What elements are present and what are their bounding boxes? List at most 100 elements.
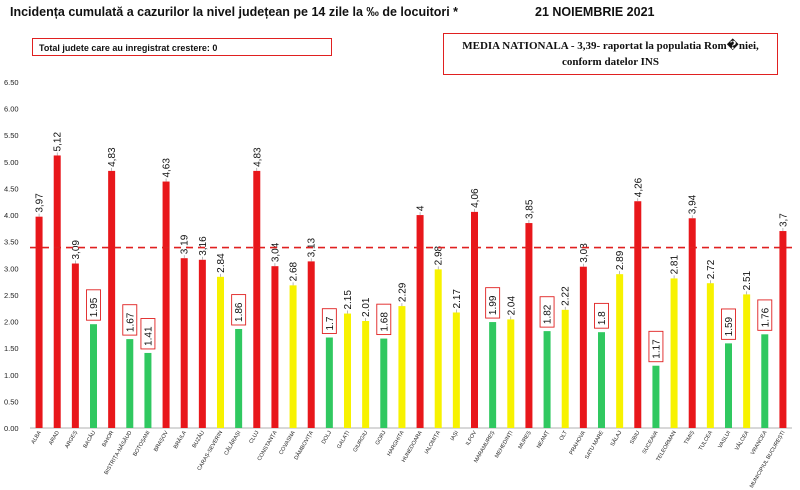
value-label: 3,03 xyxy=(579,243,590,263)
category-label: MEHEDINȚI xyxy=(494,430,515,460)
y-tick-label: 5.00 xyxy=(4,158,19,167)
y-tick-label: 1.50 xyxy=(4,344,19,353)
bar-botoșani xyxy=(144,352,152,428)
category-label: VRANCEA xyxy=(750,430,769,456)
bar-maramureș xyxy=(489,322,497,428)
value-label: 4 xyxy=(416,205,427,211)
value-label: 2.68 xyxy=(289,261,300,281)
bar-ialomița xyxy=(434,269,442,428)
bar-buzău xyxy=(198,259,206,428)
category-label: ALBA xyxy=(31,430,43,445)
chart-title: Incidența cumulată a cazurilor la nivel … xyxy=(10,5,459,19)
value-label: 3,85 xyxy=(524,199,535,219)
value-label: 2.17 xyxy=(452,289,463,309)
bar-bistrița-năsăud xyxy=(126,339,134,428)
value-label: 3,16 xyxy=(198,236,209,256)
value-label: 4,63 xyxy=(162,158,173,178)
value-label: 4,83 xyxy=(252,147,263,167)
category-label: ARGEȘ xyxy=(64,430,79,450)
value-label-group: 2.22 xyxy=(561,286,572,306)
value-label: 5,12 xyxy=(53,132,64,152)
value-label-group: 1.82 xyxy=(539,296,555,328)
y-tick-label: 6.50 xyxy=(4,78,19,87)
value-label-group: 3,85 xyxy=(524,199,535,219)
value-label: 2.29 xyxy=(397,282,408,302)
value-label: 3,7 xyxy=(778,213,789,227)
bar-bacău xyxy=(90,324,97,428)
national-average-line1: MEDIA NATIONALA - 3,39- raportat la popu… xyxy=(462,40,759,52)
category-label: DOLJ xyxy=(321,430,333,445)
y-tick-label: 4.50 xyxy=(4,184,19,193)
category-label: GORJ xyxy=(375,430,388,446)
y-tick-label: 6.00 xyxy=(4,105,19,114)
value-label: 3,09 xyxy=(71,240,82,260)
value-label-group: 1.76 xyxy=(757,299,773,331)
value-label-group: 2.89 xyxy=(615,250,626,270)
bar-vaslui xyxy=(725,343,732,428)
value-label-group: 3,04 xyxy=(270,242,281,262)
value-label: 2.22 xyxy=(561,286,572,306)
value-label-group: 2.51 xyxy=(742,270,753,290)
bar-neamț xyxy=(543,331,551,428)
category-label: CONSTANȚA xyxy=(257,430,279,462)
category-label: SATU MARE xyxy=(584,430,605,461)
value-label-group: 5,12 xyxy=(53,132,64,152)
value-label: 1.86 xyxy=(234,302,245,322)
value-label-group: 1.67 xyxy=(122,304,138,336)
bar-teleorman xyxy=(670,278,678,428)
category-label: COVASNA xyxy=(278,430,297,456)
category-label: IALOMIȚA xyxy=(424,430,442,456)
bar-olt xyxy=(561,309,569,428)
value-label: 3,04 xyxy=(270,242,281,262)
value-label-box xyxy=(376,303,392,336)
value-label: 1.17 xyxy=(651,339,662,359)
value-label-box xyxy=(231,294,247,326)
category-label: HARGHITA xyxy=(386,430,405,458)
value-label: 1.7 xyxy=(325,316,336,330)
value-label-box xyxy=(539,296,555,328)
national-average-box: MEDIA NATIONALA - 3,39- raportat la popu… xyxy=(443,33,778,75)
bar-gorj xyxy=(380,338,388,428)
value-label: 2.51 xyxy=(742,270,753,290)
y-tick-label: 0.00 xyxy=(4,424,19,433)
category-label: BRĂILA xyxy=(172,429,188,450)
bar-sălaj xyxy=(616,274,624,428)
y-tick-label: 3.50 xyxy=(4,238,19,247)
value-label-group: 3,7 xyxy=(778,213,789,227)
value-label: 2.98 xyxy=(434,245,445,265)
category-label: BOTOȘANI xyxy=(132,430,152,458)
category-label: VASLUI xyxy=(717,430,732,450)
category-label: BUZĂU xyxy=(191,429,206,449)
value-label-group: 2.68 xyxy=(289,261,300,281)
bar-covasna xyxy=(289,285,297,428)
value-label: 2.89 xyxy=(615,250,626,270)
value-label-group: 2.72 xyxy=(706,259,717,279)
value-label: 1.8 xyxy=(597,311,608,325)
category-label: OLT xyxy=(559,429,570,441)
value-label-group: 4 xyxy=(416,205,427,211)
bar-iași xyxy=(452,312,460,428)
value-label: 1.95 xyxy=(89,297,100,317)
report-date: 21 NOIEMBRIE 2021 xyxy=(535,5,655,19)
category-label: TELEORMAN xyxy=(655,430,677,463)
bar-mehedinți xyxy=(507,319,515,428)
value-label-group: 2.29 xyxy=(397,282,408,302)
value-label-group: 1.95 xyxy=(86,289,101,321)
value-label: 2.15 xyxy=(343,290,354,310)
value-label-group: 2.98 xyxy=(434,245,445,265)
value-label: 2.01 xyxy=(361,297,372,317)
bar-cluj xyxy=(253,170,261,428)
value-label-box xyxy=(321,308,337,334)
category-label: PRAHOVA xyxy=(569,430,588,456)
value-label-group: 1.7 xyxy=(321,308,337,334)
value-label-box xyxy=(648,330,664,363)
value-label: 1.99 xyxy=(488,295,499,315)
category-label: MUNICIPIUL BUCUREȘTI xyxy=(749,430,787,490)
value-label-group: 4,83 xyxy=(252,147,263,167)
bar-harghita xyxy=(398,306,406,428)
bar-ilfov xyxy=(471,211,478,428)
value-label-group: 1.17 xyxy=(648,330,664,363)
value-label-group: 1.8 xyxy=(594,302,609,329)
value-label: 2.84 xyxy=(216,253,227,273)
value-label-group: 2.04 xyxy=(506,296,517,316)
